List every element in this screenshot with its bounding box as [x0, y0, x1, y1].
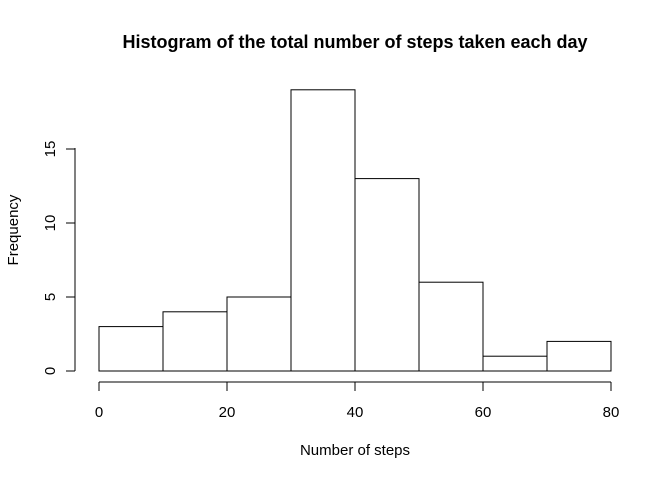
histogram-bar-40-50: [354, 178, 420, 372]
y-tick-label-10: 10: [42, 215, 59, 232]
y-tick-label-15: 15: [42, 141, 59, 158]
histogram-bar-60-70: [482, 355, 548, 372]
x-tick-label-60: 60: [475, 404, 492, 421]
histogram-bar-0-10: [98, 326, 164, 372]
y-tick-label-5: 5: [42, 293, 59, 301]
bars-group: [98, 89, 612, 372]
histogram-bar-70-80: [546, 340, 612, 372]
x-axis-label: Number of steps: [300, 442, 410, 459]
histogram-bar-10-20: [162, 311, 228, 372]
y-axis: 0 5 10 15: [42, 141, 76, 375]
histogram-bar-20-30: [226, 296, 292, 372]
chart-title: Histogram of the total number of steps t…: [122, 32, 587, 52]
x-tick-label-40: 40: [347, 404, 364, 421]
x-tick-label-20: 20: [219, 404, 236, 421]
x-tick-label-0: 0: [95, 404, 103, 421]
y-tick-label-0: 0: [42, 367, 59, 375]
y-axis-label: Frequency: [5, 194, 22, 265]
histogram-bar-50-60: [418, 281, 484, 372]
histogram-bar-30-40: [290, 89, 356, 372]
x-tick-label-80: 80: [603, 404, 620, 421]
x-axis: 0 20 40 60 80: [95, 381, 620, 421]
